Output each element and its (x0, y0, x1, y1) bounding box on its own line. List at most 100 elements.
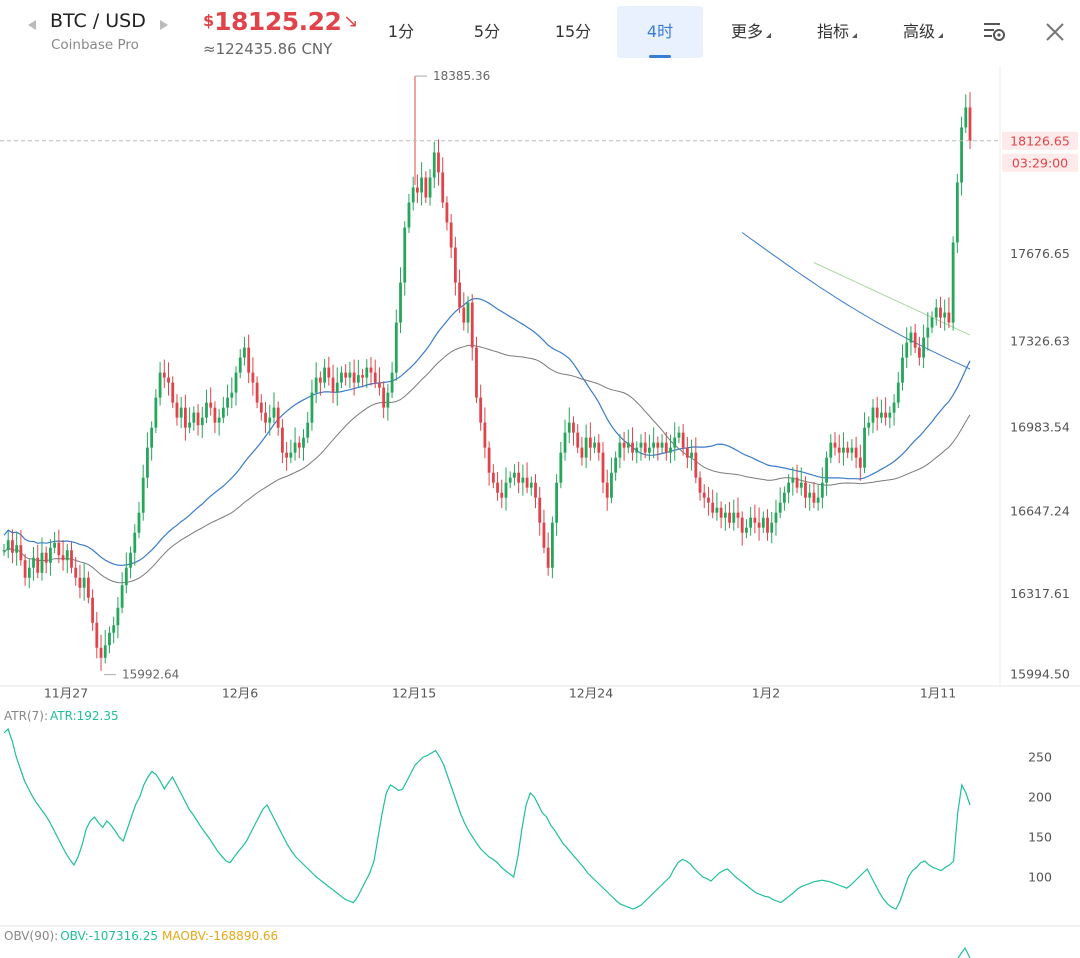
candle-body (610, 472, 613, 498)
candle-body (137, 512, 141, 533)
candle-body (572, 422, 575, 433)
candle-body (892, 402, 896, 413)
candle-body (677, 432, 681, 438)
candle-body (432, 152, 436, 178)
candle-body (664, 442, 668, 453)
candle-body (49, 547, 52, 563)
exchange-name: Coinbase Pro (51, 37, 139, 53)
candle-body (846, 447, 850, 453)
candle-body (2, 550, 6, 552)
candle-body (521, 477, 525, 483)
tab-4h[interactable]: 4时 (617, 6, 703, 58)
candle-body (238, 357, 242, 373)
symbol-name[interactable]: BTC / USD (50, 10, 146, 32)
chart-area[interactable]: 18385.36 15992.64 18126.65 03:29:00 17676.65… (0, 66, 1080, 958)
candle-body (390, 372, 394, 393)
candle-body (968, 107, 972, 141)
next-arrow-icon[interactable] (160, 20, 168, 30)
candle-body (960, 127, 963, 183)
low-price-label: 15992.64 (122, 668, 179, 682)
candle-body (888, 412, 892, 418)
tab-1min[interactable]: 1分 (387, 22, 415, 41)
atr-tick-label: 100 (1028, 870, 1052, 885)
price-cny: ≈122435.86 CNY (203, 40, 333, 58)
candle-body (150, 427, 154, 448)
candle-body (622, 442, 626, 448)
candle-body (6, 540, 10, 551)
menu-more[interactable]: 更多 (718, 6, 784, 58)
candle-body (639, 442, 643, 448)
candle-body (605, 482, 609, 498)
candle-body (964, 107, 968, 128)
candle-body (445, 202, 449, 223)
candle-body (116, 607, 120, 626)
candle-body (209, 402, 213, 408)
candle-body (770, 522, 774, 533)
candle-body (112, 625, 116, 633)
candle-body (787, 482, 791, 493)
close-icon[interactable] (1043, 20, 1067, 44)
candle-body (939, 307, 942, 318)
candle-body (917, 347, 921, 358)
candle-body (740, 517, 744, 533)
last-price-tag (1002, 131, 1078, 150)
candle-body (19, 545, 23, 561)
candle-body (78, 577, 82, 588)
candle-body (508, 477, 512, 483)
candle-body (504, 482, 508, 498)
price-tick-label: 17326.63 (1010, 333, 1070, 348)
candle-body (909, 332, 913, 343)
candle-body (901, 357, 904, 383)
candle-body (297, 442, 301, 448)
candle-body (424, 177, 428, 198)
candle-body (804, 482, 807, 498)
candle-body (217, 417, 221, 423)
candle-body (382, 387, 386, 408)
atr-line (3, 727, 971, 910)
candle-body (715, 507, 719, 513)
candle-body (411, 187, 415, 203)
candle-body (875, 407, 879, 418)
candle-body (626, 442, 630, 448)
candle-body (749, 517, 753, 528)
candle-body (399, 282, 402, 323)
candle-body (323, 367, 326, 383)
candle-body (563, 432, 567, 453)
tab-5min[interactable]: 5分 (473, 22, 501, 41)
candle-body (53, 542, 57, 548)
candle-body (922, 337, 925, 358)
candle-body (542, 522, 546, 548)
ma-line-blue-2 (741, 232, 971, 370)
menu-indicators[interactable]: 指标 (804, 6, 870, 58)
menu-advanced[interactable]: 高级 (890, 6, 956, 58)
candle-body (15, 545, 19, 553)
candle-body (302, 437, 305, 448)
candle-body (141, 477, 145, 513)
candle-body (378, 382, 381, 388)
candle-body (550, 522, 554, 568)
candle-body (99, 647, 103, 658)
chart-settings-icon[interactable] (980, 18, 1008, 44)
candle-body (930, 317, 934, 328)
tab-15min[interactable]: 15分 (554, 22, 592, 41)
prev-arrow-icon[interactable] (28, 20, 36, 30)
candle-body (782, 492, 786, 503)
candle-body (226, 397, 229, 408)
candle-body (171, 382, 175, 403)
candle-body (32, 557, 35, 568)
candle-body (74, 567, 78, 578)
candle-body (281, 427, 284, 453)
candle-body (538, 497, 542, 523)
candle-body (791, 477, 795, 483)
candle-body (736, 512, 740, 518)
candle-body (863, 427, 866, 468)
price-tick-label: 16983.54 (1010, 419, 1070, 434)
candle-body (905, 342, 909, 358)
candle-body (829, 442, 833, 458)
candle-body (656, 442, 660, 448)
ma-line-gray (3, 344, 971, 584)
candle-body (496, 482, 499, 493)
countdown-tag (1002, 153, 1078, 172)
candle-body (36, 557, 40, 573)
candle-body (529, 482, 533, 488)
